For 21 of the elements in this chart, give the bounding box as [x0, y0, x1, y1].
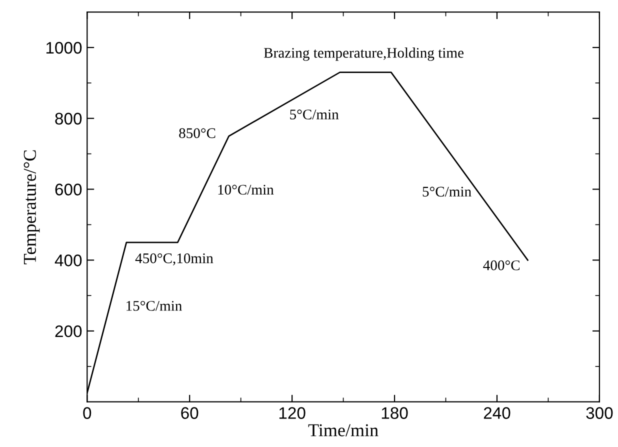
x-tick-label: 240: [484, 407, 510, 419]
x-axis-title: Time/min: [308, 424, 378, 436]
annotation: Brazing temperature,Holding time: [264, 48, 464, 61]
y-tick-label: 800: [55, 112, 82, 125]
annotation: 5°C/min: [422, 186, 472, 197]
y-tick-label: 600: [55, 184, 82, 196]
annotation: 15°C/min: [126, 300, 182, 311]
annotation: 850°C: [179, 128, 216, 138]
y-tick-label: 200: [55, 325, 82, 338]
y-tick-label: 400: [54, 254, 82, 266]
x-tick-label: 0: [83, 407, 92, 419]
x-tick-label: 60: [181, 407, 198, 419]
y-axis-title: Temperature/°C: [24, 150, 40, 264]
annotation: 5°C/min: [290, 110, 339, 120]
x-tick-label: 180: [382, 407, 408, 419]
annotation: 400°C: [483, 260, 520, 270]
x-tick-label: 300: [586, 407, 613, 419]
annotation: 450°C,10min: [135, 253, 214, 266]
annotation: 10°C/min: [218, 184, 274, 195]
y-tick-label: 1000: [46, 42, 82, 54]
x-tick-label: 120: [279, 407, 306, 419]
